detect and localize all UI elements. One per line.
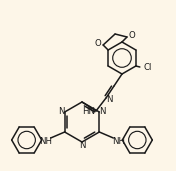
Text: N: N xyxy=(58,108,65,116)
Text: NH: NH xyxy=(112,137,125,147)
Text: N: N xyxy=(99,108,106,116)
Text: N: N xyxy=(106,95,112,103)
Text: O: O xyxy=(129,31,135,41)
Text: HN: HN xyxy=(83,108,96,116)
Text: N: N xyxy=(79,141,85,149)
Text: O: O xyxy=(95,40,102,49)
Text: NH: NH xyxy=(39,137,52,147)
Text: Cl: Cl xyxy=(144,62,152,71)
